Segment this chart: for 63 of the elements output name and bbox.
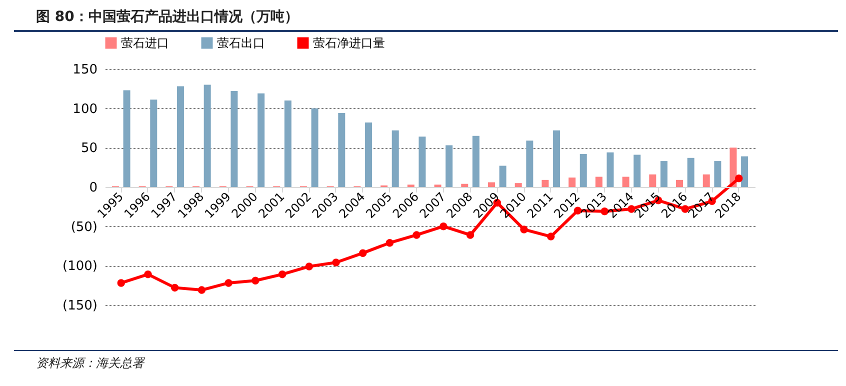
bar: [204, 84, 211, 187]
bar: [284, 100, 292, 187]
bar: [176, 86, 184, 187]
y-tick-label: (150): [62, 298, 98, 314]
y-tick-label: 150: [72, 62, 98, 78]
bar: [741, 156, 748, 187]
point: [117, 279, 125, 287]
point: [466, 231, 474, 239]
bar: [702, 174, 710, 187]
point: [440, 222, 448, 230]
text: 资料来源：海关总署: [14, 350, 838, 372]
bar: [499, 166, 506, 187]
legend-label: 萤石出口: [217, 36, 265, 50]
bar: [580, 154, 587, 187]
bar: [568, 178, 576, 187]
bar: [446, 145, 453, 187]
bar: [649, 174, 656, 187]
bar: [418, 136, 426, 187]
chart-title: 图 80：中国萤石产品进出口情况（万吨）: [14, 0, 838, 32]
point: [278, 270, 286, 278]
bar: [542, 180, 549, 187]
bar: [150, 100, 158, 187]
point: [358, 249, 367, 257]
bar: [526, 140, 534, 187]
point: [305, 262, 314, 270]
legend-label: 萤石进口: [121, 36, 169, 50]
bar: [514, 183, 522, 187]
bar: [687, 158, 694, 187]
y-tick-label: (50): [70, 220, 98, 235]
bar: [461, 184, 468, 187]
y-tick-label: 50: [80, 141, 98, 156]
point: [198, 286, 206, 294]
point: [252, 276, 260, 284]
bar: [606, 152, 614, 187]
bar: [392, 130, 399, 187]
point: [170, 284, 179, 292]
bar: [622, 176, 630, 187]
bar: [714, 161, 722, 187]
point: [332, 258, 340, 266]
bar: [472, 136, 480, 187]
bar: [338, 113, 346, 187]
point: [546, 232, 555, 240]
bar: [123, 90, 130, 187]
bar: [365, 122, 372, 187]
y-tick-label: 100: [72, 102, 98, 117]
bar: [634, 154, 641, 187]
point: [735, 174, 743, 182]
point: [412, 231, 420, 239]
bar: [258, 93, 265, 187]
y-tick-label: (100): [62, 259, 98, 274]
legend-label: 萤石净进口量: [313, 36, 385, 50]
point: [386, 238, 394, 247]
bar: [676, 180, 684, 187]
point: [520, 226, 528, 234]
bar: [553, 130, 560, 187]
bar: [230, 91, 238, 187]
bar: [311, 108, 318, 187]
point: [144, 270, 152, 278]
bar: [488, 182, 495, 187]
point: [224, 279, 232, 287]
bar: [595, 176, 602, 187]
y-tick-label: 0: [89, 180, 98, 196]
bar: [660, 161, 668, 187]
